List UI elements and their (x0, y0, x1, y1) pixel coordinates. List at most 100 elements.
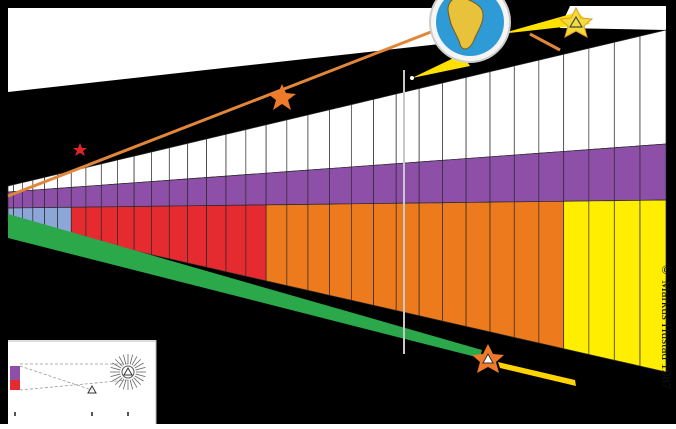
white-band-cell (465, 71, 491, 159)
purple-band-cell (151, 179, 170, 207)
white-band-cell (117, 155, 135, 185)
white-band-cell (286, 114, 309, 173)
sun-ray (133, 358, 142, 367)
sun-ray (135, 373, 146, 378)
white-band-cell (133, 151, 152, 184)
sun-ray (133, 377, 142, 386)
white-band-cell (588, 41, 615, 151)
lower-band-cell (117, 206, 135, 252)
white-band-cell (100, 159, 118, 186)
purple-band-cell (265, 171, 288, 206)
white-band-cell (187, 138, 207, 180)
yellow-ray-right (500, 12, 590, 34)
sun-ray (110, 373, 121, 378)
purple-band-cell (307, 168, 330, 205)
lower-band-cell (329, 203, 352, 301)
purple-band-cell (350, 164, 374, 205)
purple-band-cell (225, 174, 247, 206)
sun-ray (129, 354, 134, 365)
purple-band-cell (70, 185, 87, 208)
lower-band-cell (373, 202, 397, 311)
purple-band-cell (245, 172, 267, 206)
inset-tick (127, 412, 129, 416)
sun-ray (112, 375, 122, 382)
sun-ray (114, 358, 123, 367)
lower-band-cell (465, 201, 491, 333)
star-icon-bottom (472, 344, 504, 373)
triangle-icon (568, 15, 584, 28)
purple-band-cell (32, 188, 45, 209)
lower-band-cell (187, 205, 207, 268)
globe-icon (429, 0, 511, 63)
white-band-cell (563, 47, 590, 152)
sun-icon (110, 354, 146, 390)
lower-band-cell (513, 201, 540, 344)
spectrum-columns (7, 29, 667, 373)
purple-band-cell (513, 152, 540, 203)
purple-band-cell (286, 169, 309, 205)
white-band-cell (225, 129, 247, 177)
lower-band-cell (168, 205, 189, 264)
white-band-cell (350, 98, 374, 168)
copyright-credit: © Markus Hustad 1987 (659, 262, 674, 390)
lower-band-cell (206, 204, 227, 273)
purple-band-cell (168, 178, 189, 207)
lower-band-cell (588, 200, 615, 361)
white-band-cell (7, 184, 14, 193)
sun-ray (135, 366, 146, 371)
purple-band-cell (538, 151, 565, 202)
sun-ray (112, 362, 122, 369)
sun-ray (118, 378, 125, 388)
purple-band-cell (489, 154, 515, 203)
white-band-cell (329, 104, 352, 169)
sun-ray (131, 356, 138, 366)
white-band-cell (151, 147, 170, 182)
lower-band-cell (151, 205, 170, 260)
inset-purple-bar (10, 366, 20, 380)
small-white-star (410, 76, 414, 80)
yellow-tail (498, 362, 576, 386)
inset-red-bar (10, 380, 20, 390)
green-beam (8, 214, 482, 358)
inset-tick (14, 412, 16, 416)
lower-band-cell (613, 199, 641, 367)
lower-band-cell (489, 201, 515, 338)
white-sky-wedge (8, 8, 440, 92)
sun-ray (118, 356, 125, 366)
sight-line-to-earth (7, 28, 437, 198)
white-band-cell (245, 124, 267, 176)
white-band-cell (639, 29, 667, 147)
lower-band-cell (307, 203, 330, 296)
lower-band-cell (133, 205, 152, 256)
lower-band-cell (442, 202, 467, 327)
purple-band-cell (639, 143, 667, 201)
lower-band-cell (563, 200, 590, 355)
sun-ray (114, 377, 123, 386)
purple-band-cell (465, 156, 491, 203)
lower-band-cell (395, 202, 420, 317)
sun-ray (134, 362, 144, 369)
purple-band-cell (44, 188, 58, 208)
purple-band-cell (206, 175, 227, 206)
white-band-cell (307, 109, 330, 171)
purple-band-cell (117, 182, 135, 208)
purple-band-cell (563, 149, 590, 202)
purple-band-cell (329, 166, 352, 205)
sun-ray (122, 379, 127, 390)
sun-ray (110, 366, 121, 371)
purple-band-cell (57, 187, 72, 208)
white-band-cell (513, 59, 540, 156)
purple-band-cell (418, 159, 443, 204)
inset-diagram (8, 340, 157, 424)
star-icon-red (73, 143, 87, 156)
white-band-cell (395, 88, 420, 165)
white-band-cell (418, 82, 443, 163)
sun-ray (134, 375, 144, 382)
purple-band-cell (442, 158, 467, 204)
lower-band-cell (639, 199, 667, 373)
lower-band-cell (350, 203, 374, 306)
lower-band-cell (225, 204, 247, 277)
white-band-cell (206, 133, 227, 178)
lower-band-cell (418, 202, 443, 322)
